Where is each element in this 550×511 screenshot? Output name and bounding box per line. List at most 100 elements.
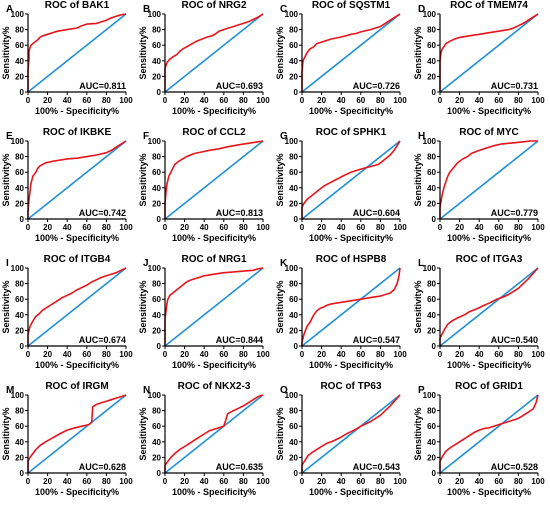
y-tick-label: 80 <box>15 153 24 162</box>
x-tick-label: 100 <box>256 223 270 232</box>
y-tick-label: 100 <box>148 264 162 273</box>
y-axis-label: Sensitivity% <box>413 26 423 79</box>
y-tick-label: 0 <box>20 342 25 351</box>
panel-letter: C <box>280 4 287 15</box>
y-tick-label: 40 <box>15 57 24 66</box>
y-tick-label: 40 <box>289 438 298 447</box>
x-tick-label: 0 <box>438 96 443 105</box>
y-tick-label: 60 <box>15 41 24 50</box>
chart-title: ROC of TMEM74 <box>450 0 528 11</box>
x-tick-label: 100 <box>531 477 545 486</box>
reference-line <box>301 394 401 474</box>
y-tick-label: 40 <box>15 438 24 447</box>
y-tick-label: 20 <box>152 72 161 81</box>
y-tick-label: 20 <box>289 326 298 335</box>
panel-letter: H <box>418 131 425 142</box>
y-tick-label: 60 <box>427 295 436 304</box>
auc-annotation: AUC=0.731 <box>491 81 538 91</box>
x-tick-label: 0 <box>300 477 305 486</box>
x-tick-label: 60 <box>356 96 365 105</box>
y-tick-label: 100 <box>423 391 437 400</box>
y-axis-label: Sensitivity% <box>275 26 285 79</box>
y-tick-label: 20 <box>427 326 436 335</box>
y-tick-label: 60 <box>152 422 161 431</box>
y-tick-label: 80 <box>289 407 298 416</box>
y-tick-label: 20 <box>152 326 161 335</box>
auc-annotation: AUC=0.604 <box>353 208 400 218</box>
roc-panel-a: A ROC of BAK1 0 20 40 60 80 100 0 20 40 60 80 100 Sens… <box>0 0 137 127</box>
y-tick-label: 0 <box>157 215 162 224</box>
x-tick-label: 40 <box>475 96 484 105</box>
roc-panel-h: H ROC of MYC 0 20 40 60 80 100 0 20 40 60 80 100 Sensi… <box>412 127 549 254</box>
reference-line <box>301 267 401 347</box>
auc-annotation: AUC=0.674 <box>79 335 126 345</box>
x-tick-label: 20 <box>180 223 189 232</box>
auc-annotation: AUC=0.540 <box>491 335 538 345</box>
y-tick-label: 0 <box>20 469 25 478</box>
chart-title: ROC of IKBKE <box>43 127 112 138</box>
reference-line <box>439 267 539 347</box>
y-tick-label: 80 <box>289 153 298 162</box>
roc-panel-f: F ROC of CCL2 0 20 40 60 80 100 0 20 40 60 80 100 Sens… <box>137 127 274 254</box>
y-axis-label: Sensitivity% <box>413 153 423 206</box>
y-tick-label: 20 <box>15 453 24 462</box>
chart-title: ROC of BAK1 <box>45 0 110 11</box>
x-tick-label: 100 <box>393 477 407 486</box>
panel-letter: N <box>143 385 150 396</box>
y-tick-label: 40 <box>427 184 436 193</box>
roc-panel-b: B ROC of NRG2 0 20 40 60 80 100 0 20 40 60 80 100 Sens… <box>137 0 274 127</box>
x-tick-label: 0 <box>163 96 168 105</box>
y-axis-label: Sensitivity% <box>275 407 285 460</box>
x-tick-label: 80 <box>514 223 523 232</box>
y-tick-label: 80 <box>15 26 24 35</box>
y-tick-label: 40 <box>152 438 161 447</box>
y-tick-label: 60 <box>427 168 436 177</box>
y-tick-label: 100 <box>423 264 437 273</box>
y-tick-label: 40 <box>152 57 161 66</box>
roc-panel-o: O ROC of TP63 0 20 40 60 80 100 0 20 40 60 80 100 Sens… <box>274 381 411 508</box>
y-tick-label: 0 <box>294 88 299 97</box>
x-axis-label: 100% - Specificity% <box>172 233 256 243</box>
x-tick-label: 80 <box>102 223 111 232</box>
y-tick-label: 80 <box>152 280 161 289</box>
x-tick-label: 0 <box>26 223 31 232</box>
y-tick-label: 40 <box>427 311 436 320</box>
reference-line <box>27 140 127 220</box>
y-tick-label: 40 <box>289 311 298 320</box>
x-axis-label: 100% - Specificity% <box>172 487 256 497</box>
chart-title: ROC of IRGM <box>45 381 108 392</box>
x-tick-label: 20 <box>455 223 464 232</box>
auc-annotation: AUC=0.726 <box>353 81 400 91</box>
y-tick-label: 0 <box>294 342 299 351</box>
x-tick-label: 0 <box>438 477 443 486</box>
x-tick-label: 60 <box>219 350 228 359</box>
y-tick-label: 0 <box>432 469 437 478</box>
y-tick-label: 80 <box>289 280 298 289</box>
reference-line <box>164 140 264 220</box>
x-tick-label: 60 <box>82 350 91 359</box>
y-tick-label: 80 <box>427 280 436 289</box>
y-axis-label: Sensitivity% <box>1 407 11 460</box>
x-tick-label: 20 <box>180 350 189 359</box>
y-tick-label: 80 <box>15 280 24 289</box>
x-tick-label: 0 <box>163 223 168 232</box>
x-tick-label: 100 <box>119 350 133 359</box>
y-tick-label: 20 <box>427 199 436 208</box>
auc-annotation: AUC=0.811 <box>79 81 126 91</box>
x-tick-label: 80 <box>514 96 523 105</box>
roc-curve <box>439 13 539 92</box>
y-tick-label: 80 <box>152 26 161 35</box>
x-tick-label: 60 <box>356 223 365 232</box>
y-axis-label: Sensitivity% <box>1 153 11 206</box>
y-tick-label: 100 <box>423 10 437 19</box>
x-tick-label: 20 <box>317 477 326 486</box>
x-axis-label: 100% - Specificity% <box>309 360 393 370</box>
y-tick-label: 100 <box>11 264 25 273</box>
roc-panel-d: D ROC of TMEM74 0 20 40 60 80 100 0 20 40 60 80 100 Se… <box>412 0 549 127</box>
